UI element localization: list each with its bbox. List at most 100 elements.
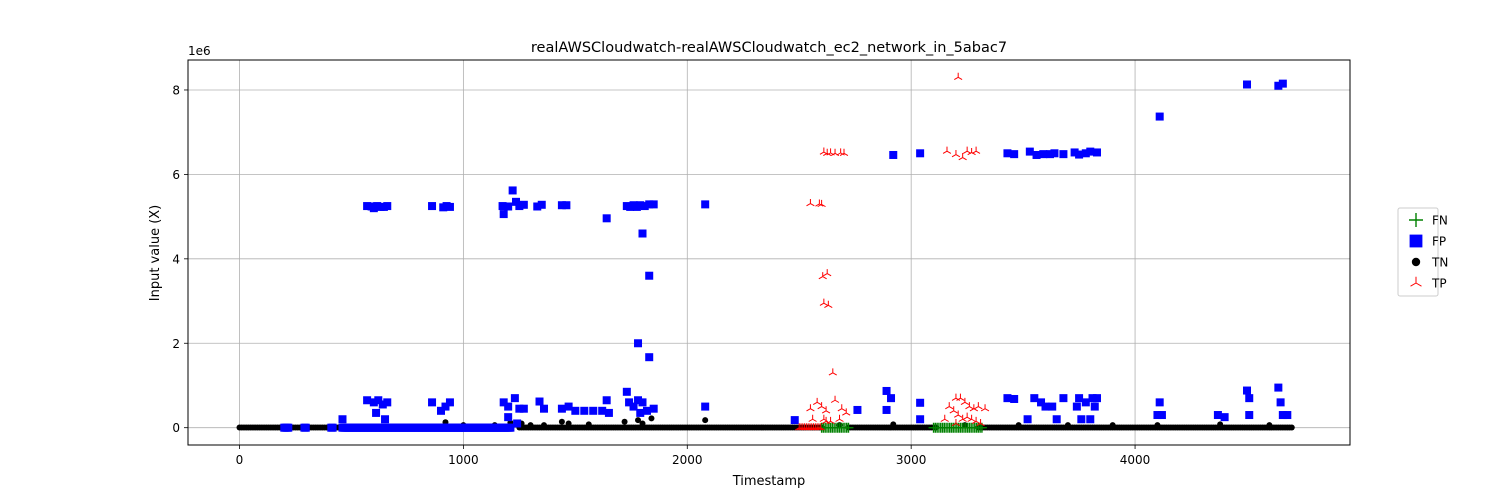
x-tick-label: 0 [236, 453, 244, 467]
fp-point [328, 423, 337, 432]
fp-point [506, 423, 515, 432]
tp-point [940, 414, 949, 422]
x-tick-label: 1000 [448, 453, 479, 467]
fp-point [381, 415, 390, 424]
tn-point [635, 417, 642, 424]
fp-point [649, 200, 658, 209]
tp-point [962, 412, 972, 420]
fp-point [499, 210, 508, 219]
fp-point [1245, 411, 1254, 420]
fp-point [882, 405, 891, 414]
fp-point [1213, 411, 1222, 420]
fp-point [1070, 148, 1079, 157]
tn-point [648, 415, 655, 422]
tn-point [1217, 421, 1224, 428]
tp-point [951, 150, 961, 158]
fp-point [589, 406, 598, 415]
tn-point [702, 417, 709, 424]
tp-point [971, 416, 981, 425]
fp-point [1081, 149, 1090, 158]
fp-point [564, 402, 573, 411]
y-tick-label: 8 [172, 83, 180, 97]
y-tick-label: 0 [172, 421, 180, 435]
legend-label: FN [1432, 214, 1448, 228]
legend-marker-fp [1409, 234, 1423, 248]
fp-point [598, 406, 607, 415]
tn-point [890, 421, 897, 428]
fp-point [1155, 398, 1164, 407]
fp-point [629, 402, 638, 411]
fp-point [889, 150, 898, 159]
fp-point [1010, 150, 1019, 159]
fp-point [1093, 394, 1102, 403]
series-tp [795, 72, 990, 431]
tn-point [527, 422, 534, 429]
fp-point [1059, 150, 1068, 159]
x-tick-label: 4000 [1120, 453, 1151, 467]
legend-marker-tn [1411, 257, 1421, 267]
fp-point [1090, 402, 1099, 411]
fp-point [508, 186, 517, 195]
fp-point [1072, 402, 1081, 411]
y-tick-label: 2 [172, 337, 180, 351]
legend: FN FP TN TP [1397, 207, 1448, 297]
tp-point [958, 153, 967, 161]
fp-point [445, 202, 454, 211]
fp-point [369, 398, 378, 407]
tp-point [818, 272, 827, 280]
legend-entry-tp: TP [1410, 277, 1447, 291]
legend-entry-fn: FN [1409, 213, 1448, 228]
fp-point [1023, 415, 1032, 424]
fp-point [642, 406, 651, 415]
fp-point [701, 200, 710, 209]
fp-point [301, 423, 310, 432]
fp-point [504, 402, 513, 411]
fp-point [1088, 394, 1097, 403]
fp-point [649, 404, 658, 413]
tp-point [954, 72, 963, 80]
fp-point [602, 396, 611, 405]
fp-point [1081, 398, 1090, 407]
fp-point [916, 415, 925, 424]
tp-point [823, 269, 832, 277]
fp-point [625, 398, 634, 407]
tp-point [828, 368, 837, 376]
tp-point [824, 300, 833, 308]
fp-point [504, 202, 513, 211]
fp-point [1039, 150, 1048, 159]
fp-point [1086, 147, 1095, 156]
fp-point [562, 201, 571, 210]
fp-point [512, 197, 521, 206]
fp-point [539, 404, 548, 413]
tn-point [1266, 422, 1273, 429]
fp-point [557, 201, 566, 210]
tp-point [980, 404, 990, 412]
fp-point [634, 396, 643, 405]
fp-point [338, 415, 347, 424]
fp-point [557, 404, 566, 413]
legend-label: TN [1431, 256, 1448, 270]
fp-point [1283, 411, 1292, 420]
fp-point [383, 398, 392, 407]
tp-point [819, 298, 829, 306]
tp-point [960, 397, 970, 406]
tp-point [842, 408, 851, 416]
fp-point [441, 402, 450, 411]
fp-point [1243, 386, 1252, 395]
fp-point [533, 202, 542, 211]
tn-point [1288, 424, 1295, 431]
chart-title: realAWSCloudwatch-realAWSCloudwatch_ec2_… [531, 40, 1007, 56]
plot-frame [187, 59, 1351, 446]
fp-point [1075, 394, 1084, 403]
fp-point [580, 406, 589, 415]
fp-point [445, 398, 454, 407]
fp-point [622, 387, 631, 396]
tp-point [942, 146, 952, 154]
fp-point [428, 202, 437, 211]
tp-point [806, 404, 815, 412]
fp-point [636, 408, 645, 417]
axis-ticks: 0 1000 2000 3000 4000 0 2 4 6 8 [172, 83, 1150, 467]
fn-point [843, 422, 854, 433]
y-tick-label: 6 [172, 168, 180, 182]
fp-point [638, 398, 647, 407]
